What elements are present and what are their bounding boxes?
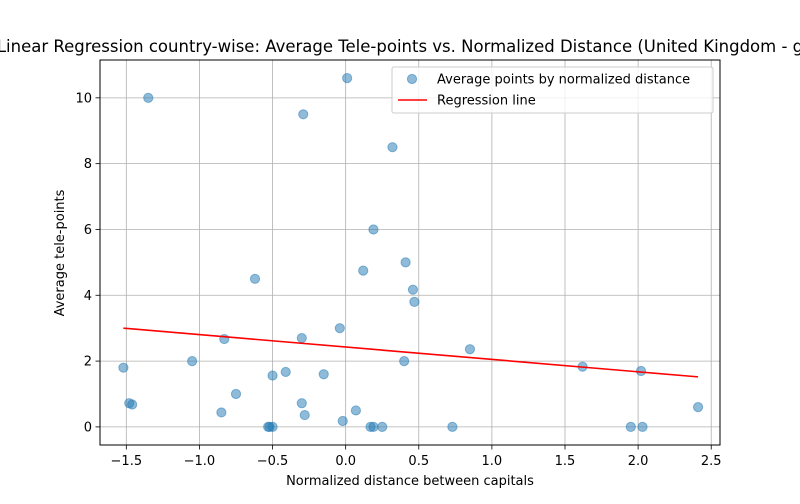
x-tick-label: −0.5 <box>257 454 289 469</box>
data-point <box>143 92 154 103</box>
data-point <box>342 72 353 84</box>
data-point <box>625 421 636 433</box>
data-point <box>447 421 458 433</box>
data-point <box>692 402 704 413</box>
data-point <box>118 362 129 373</box>
data-point <box>350 405 361 416</box>
data-point <box>296 398 307 409</box>
y-tick-label: 6 <box>84 223 92 238</box>
data-point <box>299 409 310 421</box>
axis-ticks: −1.5 −1.0 −0.5 0.0 0.5 1.0 1.5 2.0 2.5 0 2 4 6 8 10 <box>75 91 721 469</box>
plot-data <box>118 72 704 433</box>
data-point <box>318 369 329 380</box>
data-point <box>187 355 198 367</box>
data-point <box>127 399 138 410</box>
data-point <box>267 421 278 433</box>
y-tick-label: 4 <box>84 289 92 304</box>
data-point <box>377 421 388 433</box>
data-point <box>399 355 410 367</box>
data-point <box>400 257 411 268</box>
data-point <box>334 323 345 334</box>
x-tick-label: 2.0 <box>628 454 649 469</box>
data-point <box>358 265 369 276</box>
data-point <box>407 284 419 295</box>
legend-scatter-marker <box>406 73 418 85</box>
x-tick-label: 2.5 <box>701 454 722 469</box>
y-axis-label: Average tele-points <box>53 189 68 316</box>
data-point <box>368 421 379 433</box>
x-tick-label: 1.5 <box>555 454 576 469</box>
data-point <box>635 365 647 377</box>
data-point <box>368 224 379 235</box>
data-point <box>387 142 398 153</box>
legend-label-scatter: Average points by normalized distance <box>437 73 690 88</box>
x-tick-label: 1.0 <box>482 454 503 469</box>
x-axis-label: Normalized distance between capitals <box>286 474 534 489</box>
legend-label-regression: Regression line <box>437 94 536 109</box>
legend-frame <box>391 66 714 114</box>
y-tick-label: 10 <box>75 91 92 106</box>
x-tick-label: 0.5 <box>408 454 429 469</box>
data-point <box>280 366 291 378</box>
data-point <box>464 344 476 355</box>
x-tick-label: 0.0 <box>335 454 356 469</box>
regression-line <box>123 327 699 378</box>
x-tick-label: −1.5 <box>111 454 143 469</box>
data-point <box>637 421 648 433</box>
y-tick-label: 2 <box>84 355 92 370</box>
data-point <box>409 296 420 307</box>
data-point <box>296 332 307 344</box>
data-point <box>249 273 261 284</box>
y-tick-label: 8 <box>84 157 92 172</box>
plot-frame <box>99 59 721 446</box>
data-point <box>267 370 278 381</box>
data-point <box>298 109 309 120</box>
y-tick-label: 0 <box>84 420 92 435</box>
chart-title: Linear Regression country-wise: Average … <box>0 37 800 56</box>
data-point <box>216 407 227 418</box>
data-point <box>230 388 242 400</box>
legend: Average points by normalized distance Re… <box>391 66 714 114</box>
x-tick-label: −1.0 <box>184 454 216 469</box>
data-point <box>337 415 348 427</box>
